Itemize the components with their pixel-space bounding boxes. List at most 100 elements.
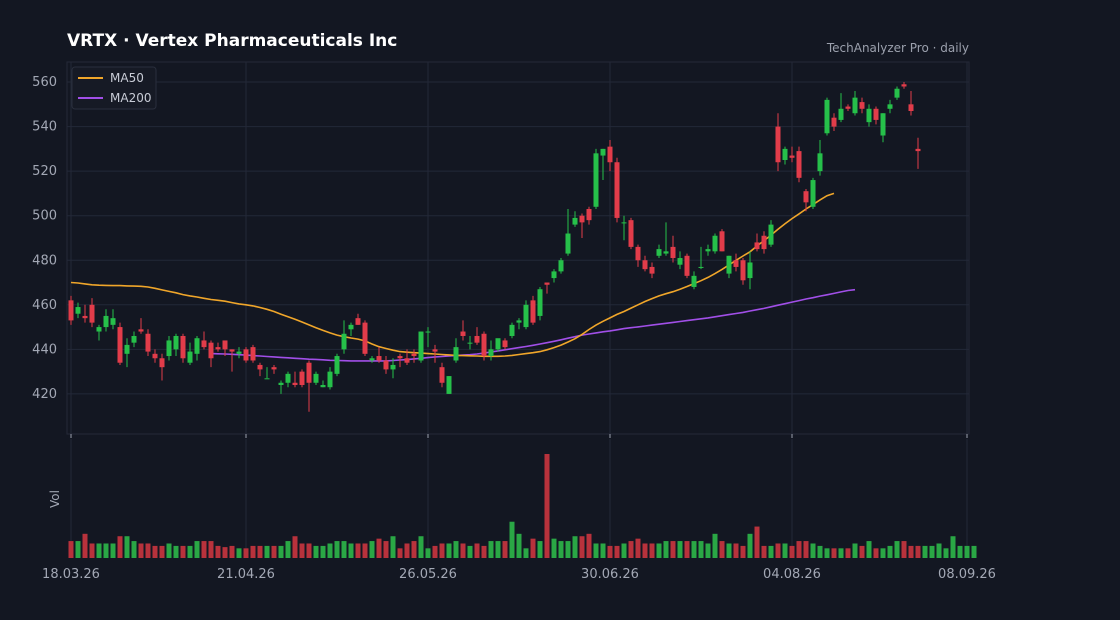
- volume-bar: [89, 543, 95, 558]
- legend-ma200-label: MA200: [110, 91, 151, 105]
- candle-body: [75, 307, 81, 314]
- candle: [579, 213, 585, 238]
- candle: [334, 353, 340, 377]
- candle-body: [355, 318, 361, 325]
- candle: [607, 139, 613, 172]
- candle: [348, 322, 354, 336]
- candle-body: [96, 327, 102, 332]
- volume-bar: [348, 543, 354, 558]
- candle-body: [551, 271, 557, 279]
- candle-body: [383, 360, 389, 370]
- candle: [425, 327, 431, 348]
- volume-bar: [656, 543, 662, 558]
- candle: [901, 82, 907, 89]
- candle-body: [831, 117, 837, 127]
- candle-body: [222, 340, 228, 350]
- x-tick-label: 18.03.26: [42, 567, 100, 582]
- candle: [705, 244, 711, 256]
- volume-bar: [208, 541, 214, 558]
- candle: [117, 322, 123, 365]
- volume-bar: [845, 548, 851, 558]
- candle-body: [467, 342, 473, 344]
- volume-bar: [600, 543, 606, 558]
- candle: [467, 335, 473, 350]
- candle: [551, 269, 557, 283]
- candle-body: [502, 340, 508, 348]
- volume-bar: [383, 541, 389, 558]
- candle: [89, 298, 95, 328]
- volume-bar: [866, 541, 872, 558]
- volume-bar: [817, 545, 823, 558]
- volume-bar: [677, 541, 683, 558]
- candle-body: [544, 282, 550, 285]
- candle-body: [838, 108, 844, 120]
- candle-body: [187, 351, 193, 363]
- volume-bar: [642, 543, 648, 558]
- candle-body: [257, 364, 263, 370]
- candle-body: [313, 373, 319, 383]
- candle-body: [810, 180, 816, 207]
- volume-bar: [838, 548, 844, 558]
- candle-body: [642, 260, 648, 270]
- candle-body: [488, 349, 494, 357]
- candle: [516, 318, 522, 330]
- volume-bar: [68, 541, 74, 558]
- x-tick-label: 30.06.26: [581, 567, 639, 582]
- volume-bar: [467, 545, 473, 558]
- candle-body: [285, 373, 291, 383]
- candle: [572, 211, 578, 227]
- candle-body: [565, 233, 571, 254]
- volume-bar: [334, 541, 340, 558]
- candle-body: [446, 376, 452, 394]
- volume-bar: [481, 545, 487, 558]
- candle-body: [824, 99, 830, 134]
- candle: [215, 342, 221, 352]
- volume-bar: [180, 545, 186, 558]
- volume-bar: [691, 541, 697, 558]
- candle-body: [215, 347, 221, 350]
- candle-body: [299, 371, 305, 385]
- candle: [495, 338, 501, 352]
- candle: [845, 104, 851, 112]
- volume-bar: [222, 547, 228, 558]
- candle-body: [908, 104, 914, 112]
- candle: [411, 349, 417, 363]
- volume-bar: [236, 548, 242, 558]
- candle-body: [684, 255, 690, 276]
- volume-bar: [894, 541, 900, 558]
- candle: [110, 309, 116, 330]
- candle-body: [649, 266, 655, 274]
- volume-bar: [782, 543, 788, 558]
- candle-body: [915, 148, 921, 152]
- volume-bar: [607, 545, 613, 558]
- volume-bar: [537, 541, 543, 558]
- volume-bar: [502, 541, 508, 558]
- volume-bar: [768, 545, 774, 558]
- y-tick-label: 520: [32, 164, 57, 179]
- ma200-line: [210, 288, 856, 362]
- candle-body: [775, 126, 781, 163]
- legend: MA50 MA200: [71, 66, 157, 110]
- candle-body: [89, 304, 95, 323]
- candle: [173, 333, 179, 357]
- candle-body: [250, 347, 256, 361]
- candle: [75, 302, 81, 319]
- candle: [677, 251, 683, 270]
- candle: [453, 338, 459, 363]
- volume-bar: [635, 538, 641, 558]
- candle: [649, 262, 655, 279]
- candle: [446, 376, 452, 394]
- candle-body: [817, 153, 823, 172]
- candle-body: [523, 304, 529, 328]
- volume-bar: [684, 541, 690, 558]
- volume-bar: [362, 543, 368, 558]
- candle: [152, 349, 158, 363]
- candle: [166, 335, 172, 361]
- candle-body: [509, 324, 515, 336]
- candle: [96, 324, 102, 341]
- candle: [488, 340, 494, 361]
- volume-bar: [292, 536, 298, 558]
- volume-bar: [824, 548, 830, 558]
- candle-body: [768, 224, 774, 245]
- volume-bar: [299, 543, 305, 558]
